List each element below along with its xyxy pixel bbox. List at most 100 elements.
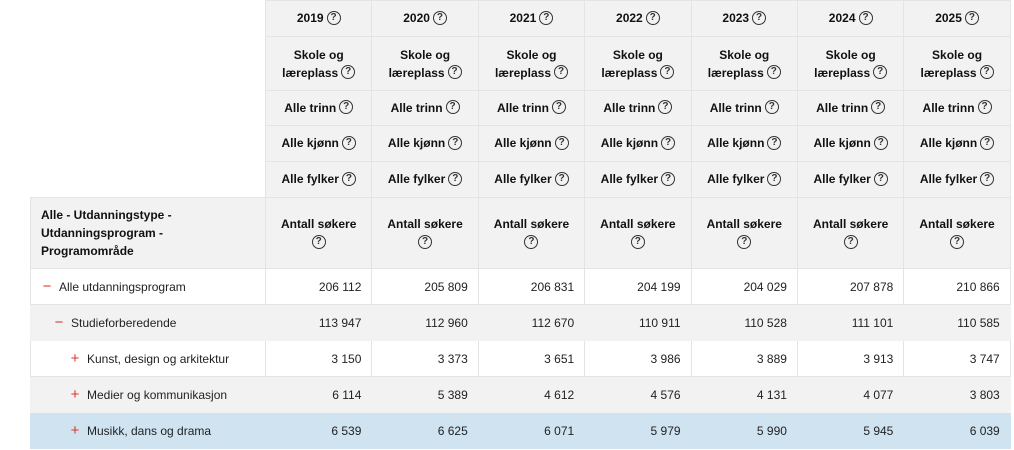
skole-filter-header[interactable]: Skole og læreplass? (903, 36, 1011, 91)
help-icon[interactable]: ? (767, 171, 782, 186)
help-icon[interactable]: ? (554, 65, 568, 80)
dimension-header[interactable]: Alle - Utdanningstype - Utdanningsprogram… (30, 197, 266, 269)
measure-header[interactable]: Antall søkere? (371, 197, 479, 269)
help-icon[interactable]: ? (858, 10, 873, 25)
skole-filter-header[interactable]: Skole og læreplass? (690, 36, 798, 91)
fylke-filter-header[interactable]: Alle fylker? (264, 161, 373, 198)
trinn-filter-header[interactable]: Alle trinn? (796, 90, 905, 126)
kjonn-filter-header[interactable]: Alle kjønn? (477, 125, 586, 162)
help-icon[interactable]: ? (737, 234, 752, 249)
year-header[interactable]: 2021? (477, 0, 586, 37)
expand-icon[interactable]: + (70, 350, 80, 367)
fylke-filter-header[interactable]: Alle fylker? (584, 161, 692, 198)
help-icon[interactable]: ? (661, 135, 676, 150)
help-icon[interactable]: ? (871, 100, 886, 115)
filter-label-line2: læreplass (814, 65, 871, 80)
expand-icon[interactable]: + (70, 422, 80, 439)
help-icon[interactable]: ? (341, 65, 356, 80)
help-icon[interactable]: ? (539, 10, 554, 25)
skole-filter-header[interactable]: Skole og læreplass? (371, 36, 479, 91)
trinn-filter-header[interactable]: Alle trinn? (264, 90, 373, 126)
collapse-icon[interactable]: − (42, 278, 52, 295)
help-icon[interactable]: ? (766, 65, 781, 80)
data-cell: 207 878 (796, 268, 905, 305)
skole-filter-header[interactable]: Skole og læreplass? (584, 36, 692, 91)
kjonn-filter-header[interactable]: Alle kjønn? (371, 125, 479, 162)
kjonn-filter-header[interactable]: Alle kjønn? (584, 125, 692, 162)
fylke-filter-header[interactable]: Alle fylker? (690, 161, 798, 198)
help-icon[interactable]: ? (448, 135, 463, 150)
year-header[interactable]: 2025? (903, 0, 1011, 37)
help-icon[interactable]: ? (418, 234, 433, 249)
kjonn-filter-header[interactable]: Alle kjønn? (264, 125, 373, 162)
help-icon[interactable]: ? (341, 135, 356, 150)
help-icon[interactable]: ? (341, 171, 356, 186)
help-icon[interactable]: ? (630, 234, 645, 249)
fylke-filter-header[interactable]: Alle fylker? (903, 161, 1011, 198)
help-icon[interactable]: ? (767, 135, 782, 150)
collapse-icon[interactable]: − (54, 314, 64, 331)
trinn-filter-header[interactable]: Alle trinn? (690, 90, 798, 126)
help-icon[interactable]: ? (524, 234, 539, 249)
kjonn-filter-header[interactable]: Alle kjønn? (796, 125, 905, 162)
filter-label-line1: Skole og (612, 47, 663, 62)
skole-filter-header[interactable]: Skole og læreplass? (264, 36, 373, 91)
help-icon[interactable]: ? (873, 135, 888, 150)
measure-header[interactable]: Antall søkere? (584, 197, 692, 269)
help-icon[interactable]: ? (873, 171, 888, 186)
trinn-filter-header[interactable]: Alle trinn? (371, 90, 479, 126)
data-cell: 4 131 (690, 376, 798, 413)
help-icon[interactable]: ? (660, 65, 675, 80)
row-label-text: Musikk, dans og drama (87, 424, 212, 438)
skole-filter-header[interactable]: Skole og læreplass? (796, 36, 905, 91)
trinn-filter-header[interactable]: Alle trinn? (477, 90, 586, 126)
fylke-filter-header[interactable]: Alle fylker? (477, 161, 586, 198)
year-header[interactable]: 2022? (584, 0, 692, 37)
help-icon[interactable]: ? (554, 135, 569, 150)
measure-header[interactable]: Antall søkere? (690, 197, 798, 269)
help-icon[interactable]: ? (645, 10, 660, 25)
help-icon[interactable]: ? (979, 65, 994, 80)
help-icon[interactable]: ? (551, 100, 566, 115)
fylke-filter-header[interactable]: Alle fylker? (796, 161, 905, 198)
help-icon[interactable]: ? (764, 100, 779, 115)
help-icon[interactable]: ? (980, 171, 995, 186)
help-icon[interactable]: ? (448, 171, 463, 186)
help-icon[interactable]: ? (326, 10, 341, 25)
help-icon[interactable]: ? (311, 234, 326, 249)
fylke-filter-header[interactable]: Alle fylker? (371, 161, 479, 198)
corner-blank (30, 36, 266, 91)
help-icon[interactable]: ? (964, 10, 979, 25)
trinn-filter-header[interactable]: Alle trinn? (903, 90, 1011, 126)
help-icon[interactable]: ? (432, 10, 447, 25)
help-icon[interactable]: ? (843, 234, 858, 249)
measure-header[interactable]: Antall søkere? (796, 197, 905, 269)
help-icon[interactable]: ? (752, 10, 767, 25)
help-icon[interactable]: ? (554, 171, 569, 186)
filter-label: Alle fylker (387, 172, 446, 187)
help-icon[interactable]: ? (445, 100, 460, 115)
expand-icon[interactable]: + (70, 386, 80, 403)
help-icon[interactable]: ? (873, 65, 888, 80)
help-icon[interactable]: ? (447, 65, 462, 80)
year-header[interactable]: 2019? (264, 0, 373, 37)
help-icon[interactable]: ? (977, 100, 992, 115)
table-row-selected[interactable]: + Musikk, dans og drama 6 539 6 625 6 071… (30, 412, 1011, 449)
year-header[interactable]: 2020? (371, 0, 479, 37)
help-icon[interactable]: ? (658, 100, 673, 115)
help-icon[interactable]: ? (661, 171, 676, 186)
trinn-filter-header[interactable]: Alle trinn? (584, 90, 692, 126)
measure-header[interactable]: Antall søkere? (903, 197, 1011, 269)
data-cell: 204 199 (584, 268, 692, 305)
measure-header[interactable]: Antall søkere? (477, 197, 586, 269)
measure-header[interactable]: Antall søkere? (264, 197, 373, 269)
help-icon[interactable]: ? (980, 135, 995, 150)
kjonn-filter-header[interactable]: Alle kjønn? (690, 125, 798, 162)
year-header[interactable]: 2023? (690, 0, 798, 37)
data-cell: 111 101 (796, 304, 905, 341)
help-icon[interactable]: ? (339, 100, 354, 115)
skole-filter-header[interactable]: Skole og læreplass? (477, 36, 586, 91)
kjonn-filter-header[interactable]: Alle kjønn? (903, 125, 1011, 162)
year-header[interactable]: 2024? (796, 0, 905, 37)
help-icon[interactable]: ? (950, 234, 965, 249)
